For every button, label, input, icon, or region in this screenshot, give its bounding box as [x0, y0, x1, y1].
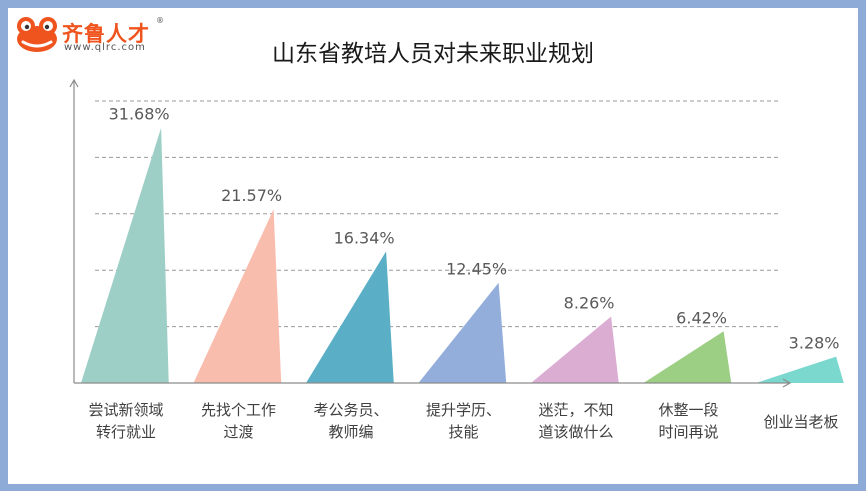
category-label: 尝试新领域: [88, 401, 163, 419]
category-label: 提升学历、: [426, 401, 501, 419]
bar: [531, 316, 619, 383]
category-label: 创业当老板: [763, 413, 838, 431]
bar: [418, 282, 507, 383]
category-label: 考公务员、: [313, 401, 388, 419]
category-label: 道该做什么: [538, 423, 613, 441]
bar: [81, 127, 169, 383]
brand-logo: 齐鲁人才 ® www.qlrc.com: [14, 14, 164, 56]
category-label: 教师编: [328, 423, 373, 441]
data-label: 16.34%: [334, 228, 395, 247]
bar: [756, 356, 844, 383]
category-label: 时间再说: [658, 423, 718, 441]
category-label: 休整一段: [658, 401, 718, 419]
frog-logo-icon: [17, 17, 57, 52]
data-label: 12.45%: [446, 260, 507, 279]
data-label: 3.28%: [789, 334, 840, 353]
y-axis-arrow-icon: [69, 78, 79, 88]
data-label: 6.42%: [676, 308, 727, 327]
category-label: 技能: [448, 423, 478, 441]
category-label: 过渡: [223, 423, 253, 441]
logo-url: www.qlrc.com: [64, 42, 146, 53]
category-label: 转行就业: [96, 423, 156, 441]
logo-registered-mark: ®: [156, 16, 164, 25]
category-label: 迷茫，不知: [538, 401, 613, 419]
category-label: 先找个工作: [201, 401, 276, 419]
chart-title: 山东省教培人员对未来职业规划: [272, 41, 594, 67]
data-label: 31.68%: [109, 105, 170, 124]
data-label: 21.57%: [221, 186, 282, 205]
bar: [643, 331, 732, 383]
logo-name: 齐鲁人才: [62, 22, 150, 46]
bar: [306, 251, 394, 383]
x-axis-arrow-icon: [782, 378, 792, 388]
bar: [193, 209, 282, 383]
data-label: 8.26%: [564, 293, 615, 312]
